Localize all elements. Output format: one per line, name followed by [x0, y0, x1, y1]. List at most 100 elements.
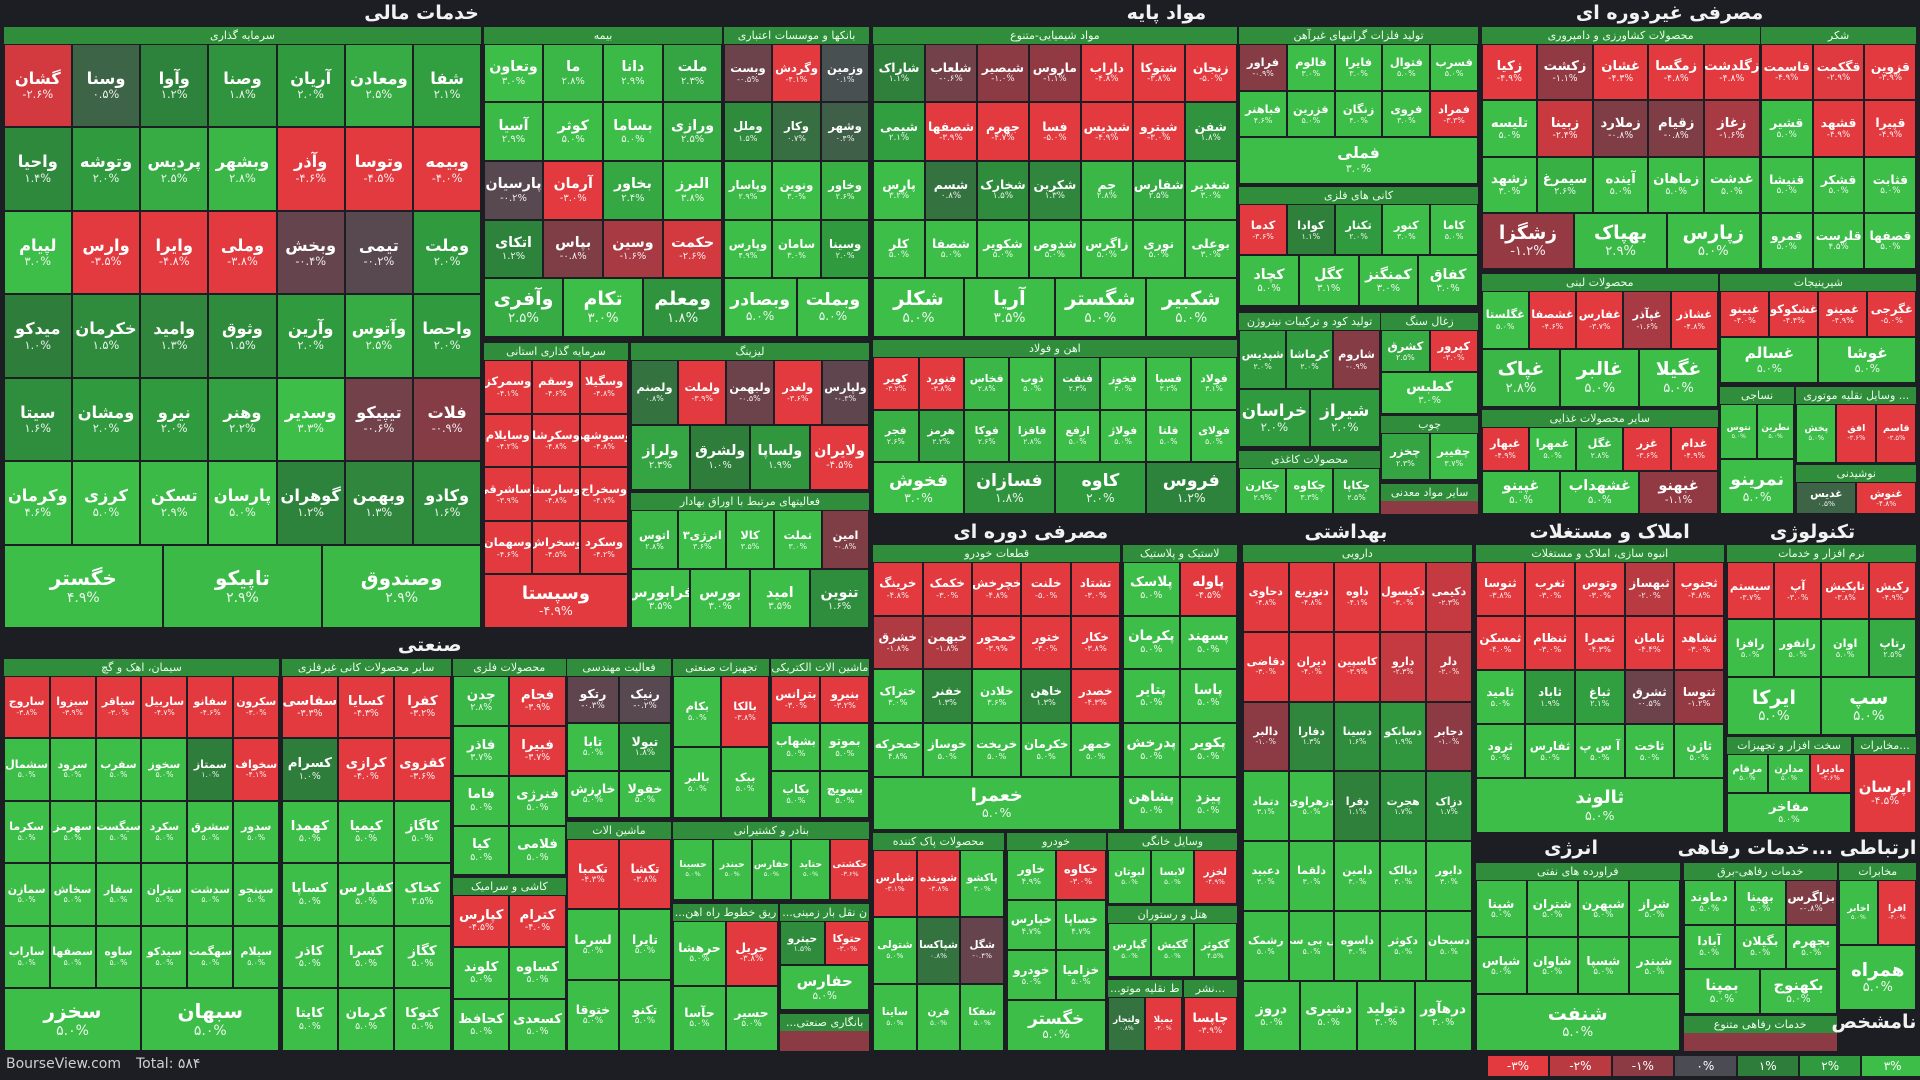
stock-cell[interactable]: واحصا ۲.۰%	[413, 294, 482, 378]
stock-cell[interactable]: بهپاک ۲.۹%	[1574, 213, 1667, 270]
stock-cell[interactable]: بوعلی ۳.۰%	[1184, 219, 1237, 279]
stock-cell[interactable]: شغدیر ۳.۰%	[1184, 161, 1237, 220]
stock-cell[interactable]: شدوص ۵.۰%	[1028, 219, 1081, 279]
stock-cell[interactable]: کیا ۵.۰%	[453, 825, 510, 876]
stock-cell[interactable]: شاراک ۱.۱%	[873, 43, 925, 103]
stock-cell[interactable]: شصفا ۵.۰%	[925, 219, 977, 279]
stock-cell[interactable]: کگل ۳.۱%	[1298, 255, 1359, 307]
stock-cell[interactable]: رتاپ ۲.۵%	[1868, 619, 1917, 678]
stock-cell[interactable]: وسگیلا -۴.۸%	[580, 359, 629, 414]
stock-cell[interactable]: بالبر ۵.۰%	[673, 746, 722, 818]
stock-cell[interactable]: دتولید ۳.۰%	[1357, 980, 1415, 1051]
stock-cell[interactable]: تابا ۵.۰%	[566, 723, 619, 771]
stock-cell[interactable]: شفارس ۲.۵%	[1132, 161, 1185, 220]
stock-cell[interactable]: گپارس ۵.۰%	[1108, 923, 1152, 978]
stock-cell[interactable]: فمراد -۳.۳%	[1430, 90, 1478, 138]
stock-cell[interactable]: خفنر ۱.۳%	[922, 669, 972, 723]
stock-cell[interactable]: ما ۲.۸%	[543, 43, 604, 103]
stock-cell[interactable]: کیمیا ۵.۰%	[337, 800, 395, 864]
stock-cell[interactable]: دحاوی -۴.۸%	[1242, 561, 1289, 632]
stock-cell[interactable]: کویر -۳.۲%	[873, 357, 919, 410]
stock-cell[interactable]: حتوکا -۳.۰%	[824, 920, 870, 966]
stock-cell[interactable]: غگرجی -۵.۰%	[1867, 291, 1917, 338]
stock-cell[interactable]: غشکوکو -۴.۴%	[1769, 291, 1819, 338]
stock-cell[interactable]: بجهرم ۵.۰%	[1785, 924, 1837, 970]
stock-cell[interactable]: ثبهساز -۲.۰%	[1624, 561, 1675, 617]
stock-cell[interactable]: شبندر ۵.۰%	[1628, 937, 1680, 994]
stock-cell[interactable]: فوکا ۲.۶%	[963, 409, 1010, 462]
stock-cell[interactable]: قرن ۵.۰%	[916, 983, 961, 1051]
stock-cell[interactable]: کقزوی -۳.۶%	[394, 738, 451, 801]
stock-cell[interactable]: حتاید ۵.۰%	[791, 838, 831, 900]
stock-cell[interactable]: کچاد ۵.۰%	[1239, 255, 1299, 307]
stock-cell[interactable]: شپنا ۵.۰%	[1475, 880, 1527, 938]
stock-cell[interactable]: غشهداب ۵.۰%	[1560, 470, 1640, 515]
stock-cell[interactable]: خکاوه -۳.۰%	[1056, 849, 1106, 900]
stock-cell[interactable]: چفیبر ۳.۷%	[1429, 433, 1478, 480]
stock-cell[interactable]: قزوین -۳.۹%	[1864, 43, 1917, 101]
stock-cell[interactable]: غبهنو -۱.۱%	[1639, 470, 1718, 515]
stock-cell[interactable]: شراز ۵.۰%	[1628, 880, 1680, 938]
stock-cell[interactable]: فجام -۳.۹%	[509, 675, 566, 726]
stock-cell[interactable]: وصندوق ۲.۹%	[322, 544, 482, 629]
stock-cell[interactable]: ولپارس -۰.۳%	[821, 359, 870, 425]
stock-cell[interactable]: داسوه ۳.۰%	[1334, 910, 1381, 981]
stock-cell[interactable]: کمنگنز ۳.۰%	[1358, 255, 1419, 307]
stock-cell[interactable]: قصفها ۵.۰%	[1864, 213, 1917, 270]
stock-cell[interactable]: وسدیر ۳.۳%	[276, 377, 345, 462]
stock-cell[interactable]: سیدکو ۵.۰%	[141, 925, 188, 989]
stock-cell[interactable]: بموتو ۵.۰%	[820, 723, 870, 771]
stock-cell[interactable]: غگیلا ۵.۰%	[1639, 348, 1718, 407]
stock-cell[interactable]: شخارک ۱.۵%	[976, 161, 1029, 220]
stock-cell[interactable]: سیتا ۱.۶%	[3, 377, 72, 462]
stock-cell[interactable]: ساینا ۵.۰%	[873, 983, 917, 1051]
stock-cell[interactable]: ثنظام -۳.۰%	[1525, 616, 1575, 671]
stock-cell[interactable]: کاسپین -۳.۹%	[1334, 631, 1381, 702]
stock-cell[interactable]: خلنت -۵.۰%	[1021, 561, 1071, 616]
stock-cell[interactable]: اپرسان -۴.۵%	[1853, 754, 1917, 833]
stock-cell[interactable]: پارسیان -۰.۲%	[483, 161, 544, 220]
stock-cell[interactable]: زمگسا -۴.۸%	[1648, 43, 1704, 101]
stock-cell[interactable]: پارس ۳.۲%	[873, 161, 925, 220]
stock-cell[interactable]: زقیام -۰.۸%	[1648, 100, 1704, 157]
stock-cell[interactable]: دامین ۳.۰%	[1334, 841, 1381, 911]
stock-cell[interactable]: آ س پ ۵.۰%	[1574, 724, 1625, 779]
stock-cell[interactable]: دفارا ۱.۳%	[1288, 701, 1335, 772]
stock-cell[interactable]: تنوین ۱.۶%	[809, 569, 870, 629]
stock-cell[interactable]: فنورد -۳.۸%	[918, 357, 964, 410]
stock-cell[interactable]: شصفها -۳.۹%	[925, 102, 977, 162]
stock-cell[interactable]: وتوسا -۴.۵%	[344, 127, 413, 211]
stock-cell[interactable]: ثامان -۴.۴%	[1624, 616, 1675, 671]
stock-cell[interactable]: سکرون -۳.۰%	[233, 675, 280, 739]
stock-cell[interactable]: غپینو ۵.۰%	[1481, 470, 1561, 515]
stock-cell[interactable]: وسقم -۴.۶%	[531, 359, 580, 414]
stock-cell[interactable]: تکام ۳.۰%	[563, 278, 643, 337]
stock-cell[interactable]: ثامید ۵.۰%	[1475, 670, 1526, 725]
stock-cell[interactable]: کاذر ۵.۰%	[281, 925, 338, 989]
stock-cell[interactable]: دلقما ۳.۰%	[1288, 841, 1335, 911]
stock-cell[interactable]: وملت ۲.۰%	[413, 210, 482, 295]
stock-cell[interactable]: ارفع ۵.۰%	[1054, 409, 1101, 462]
stock-cell[interactable]: ثعمرا -۴.۳%	[1574, 616, 1625, 671]
stock-cell[interactable]: ولصنم ۰.۸%	[630, 359, 679, 425]
stock-cell[interactable]: ولراز ۲.۳%	[630, 424, 691, 490]
stock-cell[interactable]: زپارس ۵.۰%	[1666, 213, 1760, 270]
stock-cell[interactable]: ثالوند ۵.۰%	[1475, 778, 1725, 833]
stock-cell[interactable]: پخش ۵.۰%	[1796, 403, 1837, 463]
stock-cell[interactable]: فرابورس ۳.۵%	[630, 569, 691, 629]
stock-cell[interactable]: ولتجار ۰.۸%	[1108, 996, 1145, 1051]
stock-cell[interactable]: ساروج -۳.۸%	[3, 675, 50, 739]
stock-cell[interactable]: ولملت -۳.۹%	[678, 359, 727, 425]
stock-cell[interactable]: وپاسار ۲.۹%	[723, 161, 773, 220]
stock-cell[interactable]: رافزا ۵.۰%	[1726, 619, 1774, 678]
stock-cell[interactable]: دشیری ۵.۰%	[1300, 980, 1358, 1051]
stock-cell[interactable]: سفاسی -۳.۳%	[281, 675, 338, 739]
stock-cell[interactable]: پتایر ۵.۰%	[1122, 669, 1180, 723]
stock-cell[interactable]: تبولا ۱.۸%	[618, 723, 672, 771]
stock-cell[interactable]: بی بی سی۵.۰%	[1288, 910, 1335, 981]
stock-cell[interactable]: خمهر ۵.۰%	[1070, 722, 1121, 777]
stock-cell[interactable]: غدام -۴.۹%	[1670, 427, 1718, 471]
stock-cell[interactable]: کایتا ۵.۰%	[281, 988, 338, 1051]
stock-cell[interactable]: وسکرشا -۴.۸%	[531, 413, 580, 468]
stock-cell[interactable]: حکمت -۲.۶%	[662, 219, 723, 279]
